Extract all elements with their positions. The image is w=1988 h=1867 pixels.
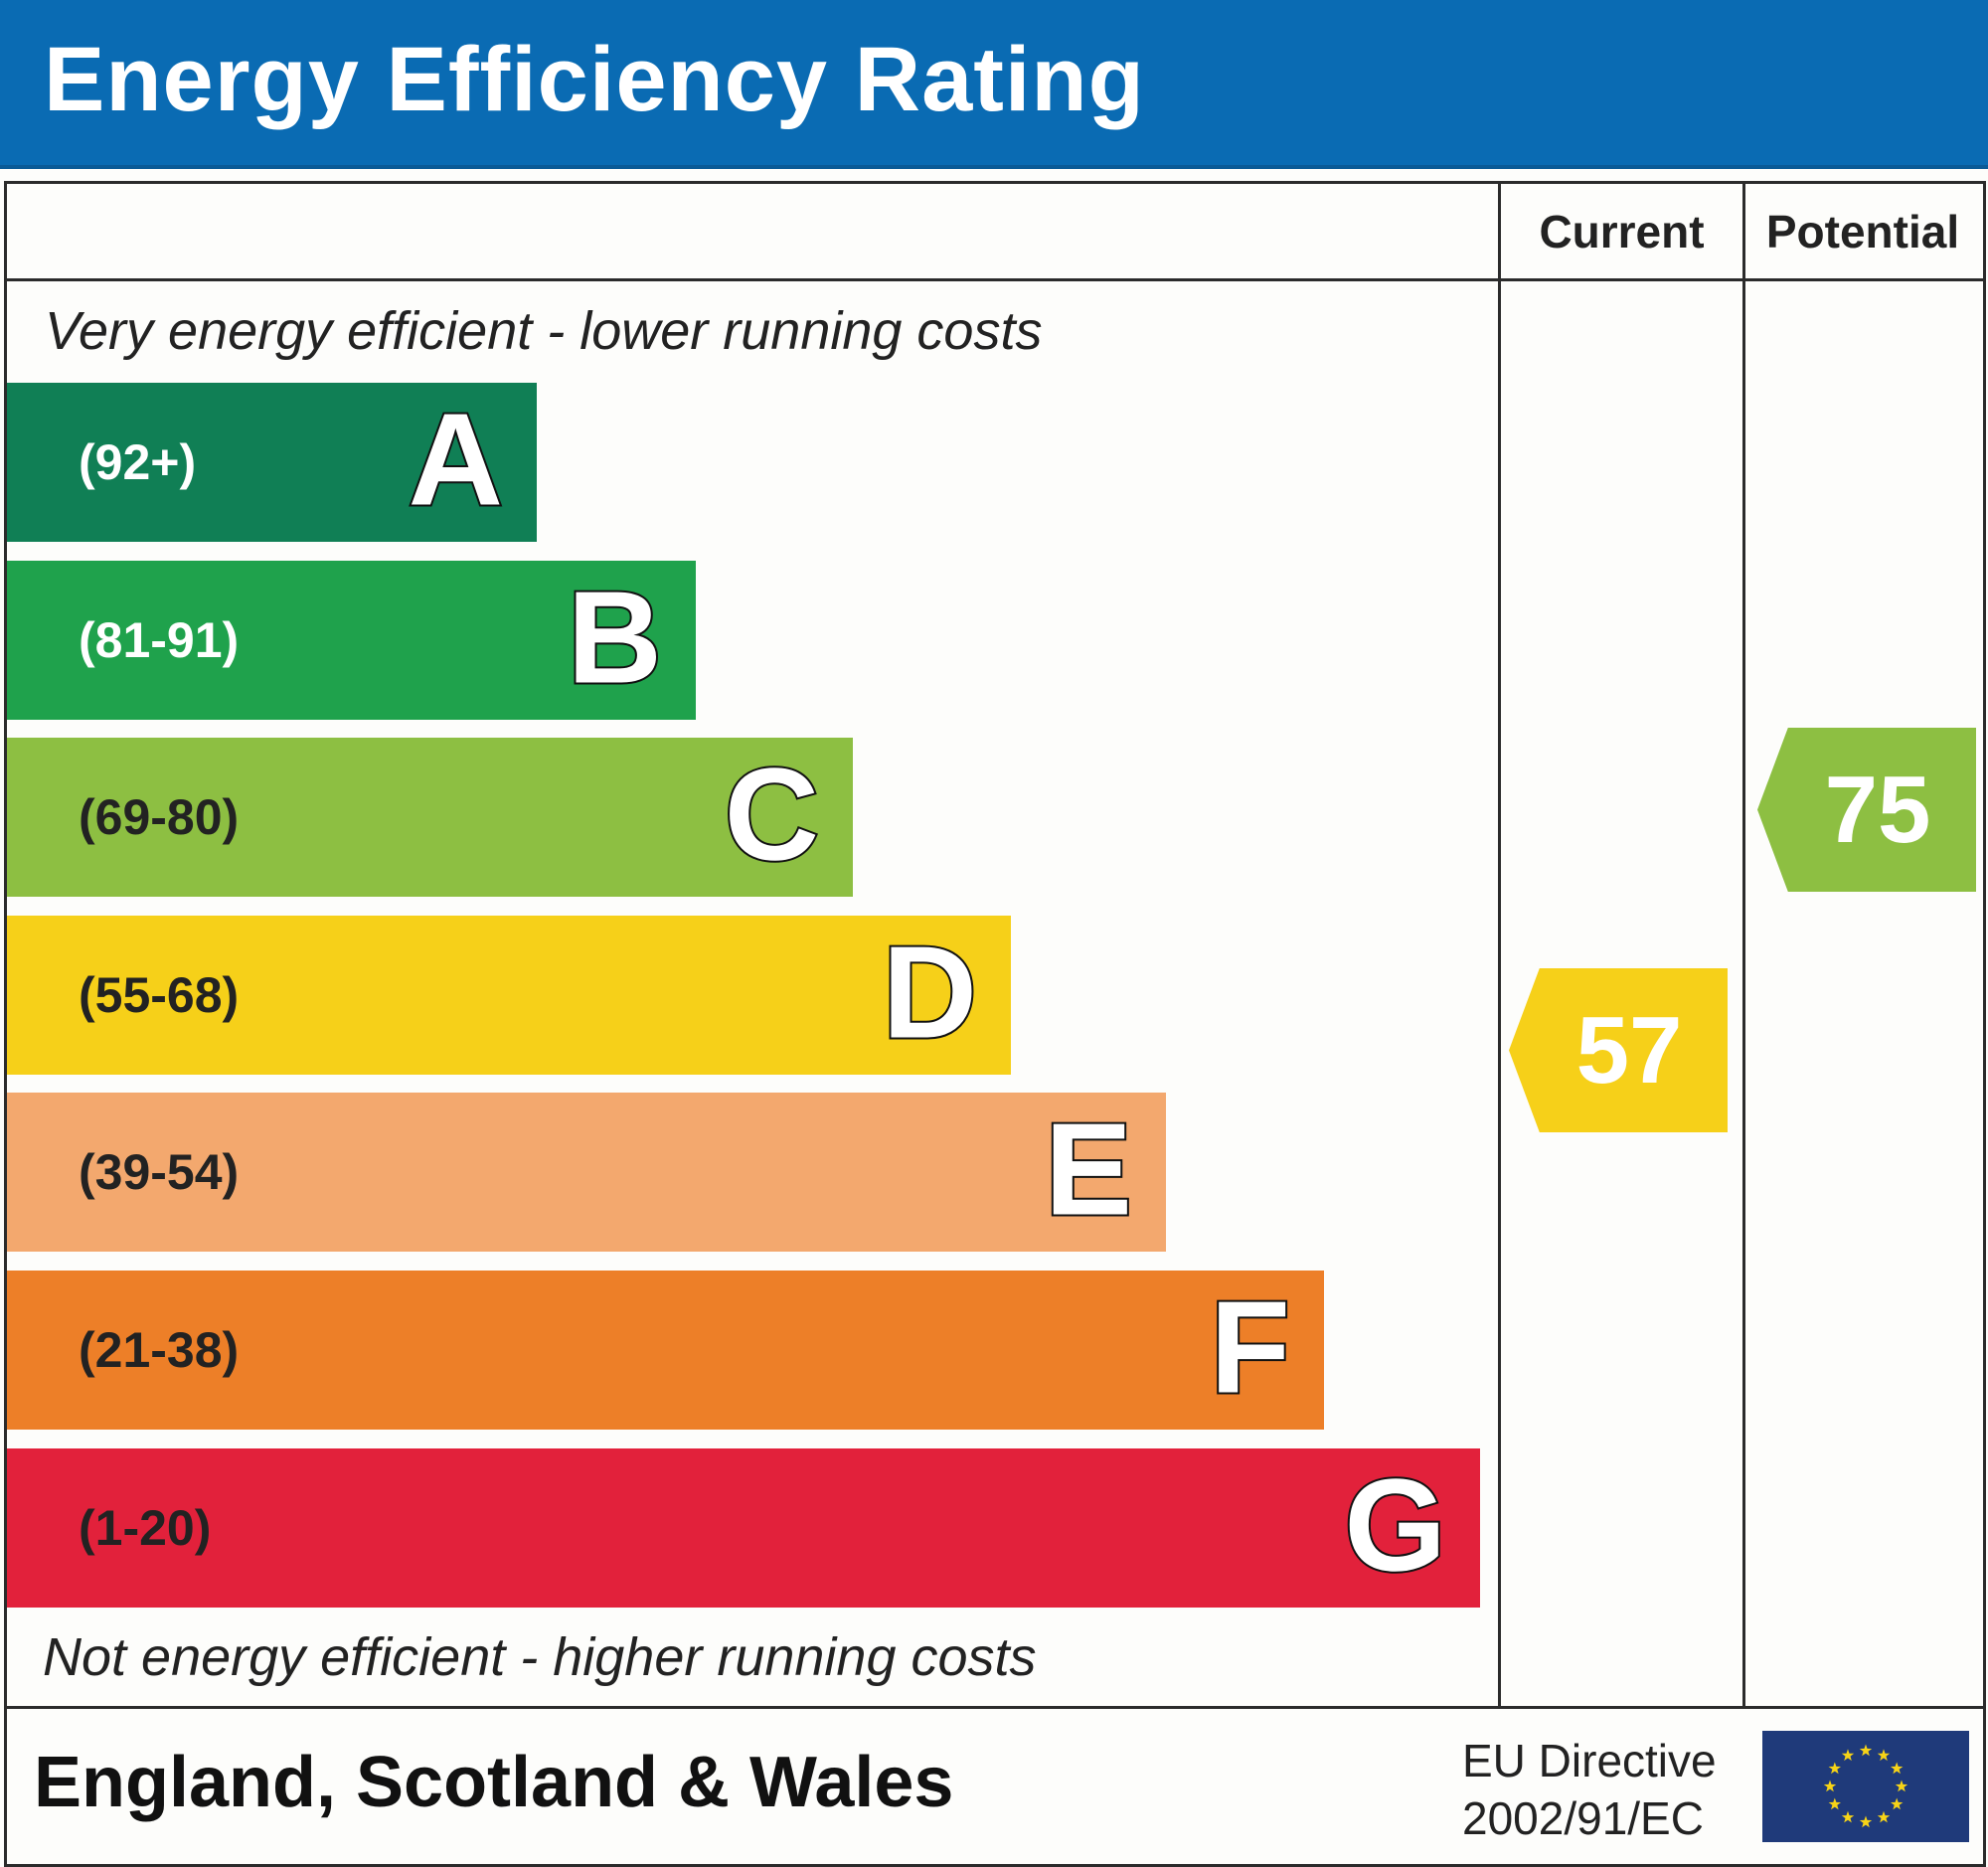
star-icon — [1828, 1762, 1841, 1775]
potential-rating-value: 75 — [1824, 756, 1931, 863]
star-icon — [1895, 1780, 1908, 1792]
band-g: (1-20) G — [7, 1448, 1480, 1608]
column-divider — [1742, 181, 1745, 1708]
band-d: (55-68) D — [7, 916, 1011, 1075]
region-label: England, Scotland & Wales — [34, 1743, 954, 1822]
band-b: (81-91) B — [7, 561, 696, 720]
star-icon — [1828, 1797, 1841, 1810]
star-icon — [1859, 1815, 1873, 1828]
band-e: (39-54) E — [7, 1093, 1166, 1252]
star-icon — [1891, 1762, 1904, 1775]
eu-flag-icon — [1762, 1731, 1969, 1842]
band-f: (21-38) F — [7, 1271, 1324, 1430]
band-range: (1-20) — [79, 1500, 212, 1556]
column-divider — [1498, 181, 1501, 1708]
band-range: (39-54) — [79, 1144, 240, 1200]
star-icon — [1841, 1749, 1855, 1762]
band-range: (69-80) — [79, 789, 240, 845]
band-letter: B — [566, 562, 664, 712]
band-letter: E — [1043, 1094, 1134, 1244]
footer-divider — [4, 1706, 1986, 1709]
star-icon — [1877, 1749, 1891, 1762]
bottom-note: Not energy efficient - higher running co… — [43, 1627, 1037, 1687]
header-bar — [0, 0, 1988, 169]
top-note: Very energy efficient - lower running co… — [45, 301, 1043, 361]
directive-line-2: 2002/91/EC — [1462, 1792, 1704, 1844]
band-a: (92+) A — [7, 383, 537, 542]
star-icon — [1823, 1780, 1837, 1792]
header-divider — [4, 278, 1986, 281]
band-range: (55-68) — [79, 967, 240, 1023]
potential-rating-arrow: 75 — [1757, 728, 1976, 892]
star-icon — [1891, 1797, 1904, 1810]
band-letter: C — [723, 739, 821, 889]
rating-table — [4, 181, 1986, 1867]
band-range: (81-91) — [79, 612, 240, 668]
directive-line-1: EU Directive — [1462, 1735, 1717, 1786]
band-letter: G — [1342, 1449, 1448, 1600]
current-rating-arrow: 57 — [1509, 968, 1728, 1132]
band-c: (69-80) C — [7, 738, 853, 897]
current-rating-value: 57 — [1575, 996, 1683, 1103]
star-icon — [1841, 1810, 1855, 1823]
band-letter: F — [1208, 1272, 1292, 1422]
band-letter: A — [407, 384, 505, 534]
band-letter: D — [881, 917, 979, 1067]
star-icon — [1859, 1744, 1873, 1757]
page-title: Energy Efficiency Rating — [44, 29, 1145, 130]
band-range: (92+) — [79, 434, 197, 490]
current-column-header: Current — [1539, 206, 1705, 257]
band-range: (21-38) — [79, 1322, 240, 1378]
star-icon — [1877, 1810, 1891, 1823]
potential-column-header: Potential — [1765, 206, 1960, 257]
